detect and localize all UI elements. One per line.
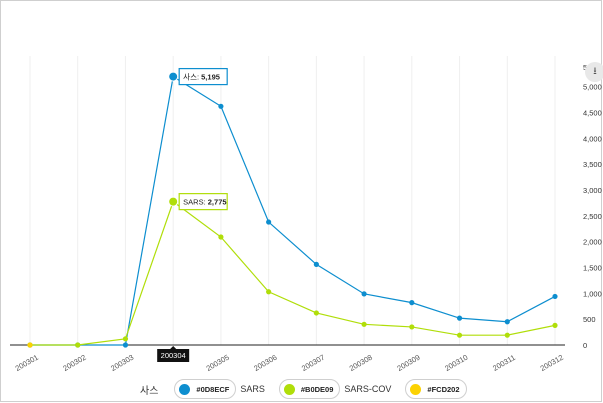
legend: 사스 #0D8ECF SARS #B0DE09 SARS-COV #FCD202 — [140, 378, 473, 400]
download-icon[interactable]: ⭳ — [585, 62, 603, 82]
x-tick-label: 200312 — [539, 353, 565, 373]
cursor-label-box — [157, 349, 190, 362]
legend-label: SARS-COV — [344, 384, 392, 394]
cursor-marker — [170, 346, 177, 349]
x-tick-label: 200306 — [252, 353, 278, 373]
legend-code: #B0DE09 — [300, 384, 334, 394]
legend-swatch-pill[interactable]: #B0DE09 — [278, 379, 341, 399]
tooltip-text: 사스: 5,195 — [183, 73, 220, 82]
data-point — [313, 310, 319, 316]
data-point — [552, 322, 558, 328]
data-point — [313, 261, 319, 267]
data-point — [27, 342, 33, 348]
legend-item-sars[interactable]: #0D8ECF SARS — [174, 379, 272, 399]
series-line — [30, 200, 556, 346]
legend-swatch-pill[interactable]: #0D8ECF — [174, 379, 237, 399]
y-tick-label: 3,000 — [583, 186, 602, 195]
series-line — [30, 75, 556, 346]
y-tick-label: 3,500 — [583, 160, 602, 169]
tooltip-value: 5,195 — [201, 73, 220, 82]
y-tick-label: 4,500 — [583, 109, 602, 118]
y-tick-label: 0 — [583, 341, 587, 350]
data-point — [218, 103, 224, 109]
highlight-point — [168, 71, 179, 82]
data-point — [266, 219, 272, 225]
x-tick-label: 200310 — [443, 353, 469, 373]
tooltip-label: 사스: — [183, 73, 201, 82]
data-point — [361, 321, 367, 327]
data-point — [122, 342, 129, 348]
y-tick-label: 5,000 — [583, 83, 602, 92]
x-tick-label: 200309 — [395, 353, 421, 373]
tooltip-label: SARS: — [183, 198, 208, 207]
x-tick-label: 200311 — [491, 353, 517, 373]
x-tick-label: 200307 — [300, 353, 326, 373]
legend-item-third[interactable]: #FCD202 — [405, 379, 467, 399]
x-tick-label: 200301 — [14, 353, 40, 373]
legend-code: #0D8ECF — [196, 384, 230, 394]
tooltip-box — [178, 67, 228, 86]
legend-swatch-pill[interactable]: #FCD202 — [405, 379, 467, 399]
x-tick-label-highlighted: 200304 — [161, 351, 186, 360]
data-point — [361, 291, 367, 297]
tooltip-text: SARS: 2,775 — [183, 198, 226, 207]
tooltip-box — [178, 193, 228, 211]
data-point — [409, 300, 415, 306]
data-point — [266, 289, 272, 295]
data-point — [122, 336, 129, 342]
data-point — [552, 293, 558, 300]
data-point — [75, 342, 81, 348]
data-point — [409, 324, 415, 330]
highlight-point — [168, 196, 179, 207]
y-tick-label: 1,000 — [583, 289, 602, 298]
data-point — [456, 332, 463, 338]
x-tick-label: 200302 — [61, 353, 87, 373]
legend-code: #FCD202 — [427, 384, 460, 394]
legend-label: SARS — [240, 384, 265, 394]
legend-dot — [283, 383, 295, 395]
y-tick-label: 4,000 — [583, 134, 602, 143]
data-point — [504, 319, 510, 325]
y-tick-label: 2,500 — [583, 212, 602, 221]
legend-dot — [179, 383, 191, 395]
data-point — [218, 234, 224, 240]
y-tick-label: 2,000 — [583, 238, 602, 247]
y-tick-label: 500 — [583, 315, 596, 324]
x-tick-label: 200303 — [109, 353, 135, 373]
x-tick-label: 200308 — [348, 353, 374, 373]
tooltip-value: 2,775 — [208, 198, 227, 207]
data-point — [456, 315, 463, 321]
legend-title: 사스 — [140, 385, 159, 397]
legend-item-sars-cov[interactable]: #B0DE09 SARS-COV — [278, 379, 400, 399]
x-tick-label: 200305 — [205, 353, 231, 373]
y-tick-label: 1,500 — [583, 264, 602, 273]
data-point — [504, 332, 510, 338]
legend-dot — [410, 383, 422, 395]
